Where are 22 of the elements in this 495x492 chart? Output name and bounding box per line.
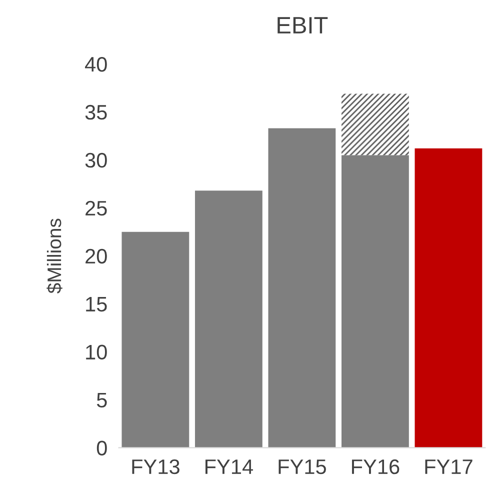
- x-tick-label: FY15: [278, 460, 326, 474]
- x-tick-label: FY17: [425, 460, 472, 474]
- chart-title: EBIT: [278, 17, 328, 34]
- bar: [342, 155, 409, 448]
- bar: [342, 94, 409, 156]
- bar: [268, 128, 336, 448]
- x-tick-label: FY13: [132, 459, 180, 474]
- bar: [414, 148, 482, 448]
- y-axis-title: $Millions: [46, 218, 62, 294]
- y-tick-label: 30: [85, 152, 107, 168]
- y-tick-label: 10: [86, 344, 107, 360]
- x-tick-label: FY14: [206, 460, 253, 474]
- y-tick-label: 0: [96, 440, 107, 456]
- x-tick-label: FY16: [352, 459, 400, 474]
- bar: [122, 232, 190, 448]
- y-tick-label: 20: [86, 248, 107, 264]
- y-tick-label: 35: [85, 104, 107, 120]
- y-tick-label: 5: [96, 392, 107, 408]
- y-tick-label: 25: [86, 200, 107, 216]
- bar: [194, 190, 262, 448]
- y-tick-label: 15: [86, 297, 107, 312]
- y-tick-label: 40: [84, 56, 107, 72]
